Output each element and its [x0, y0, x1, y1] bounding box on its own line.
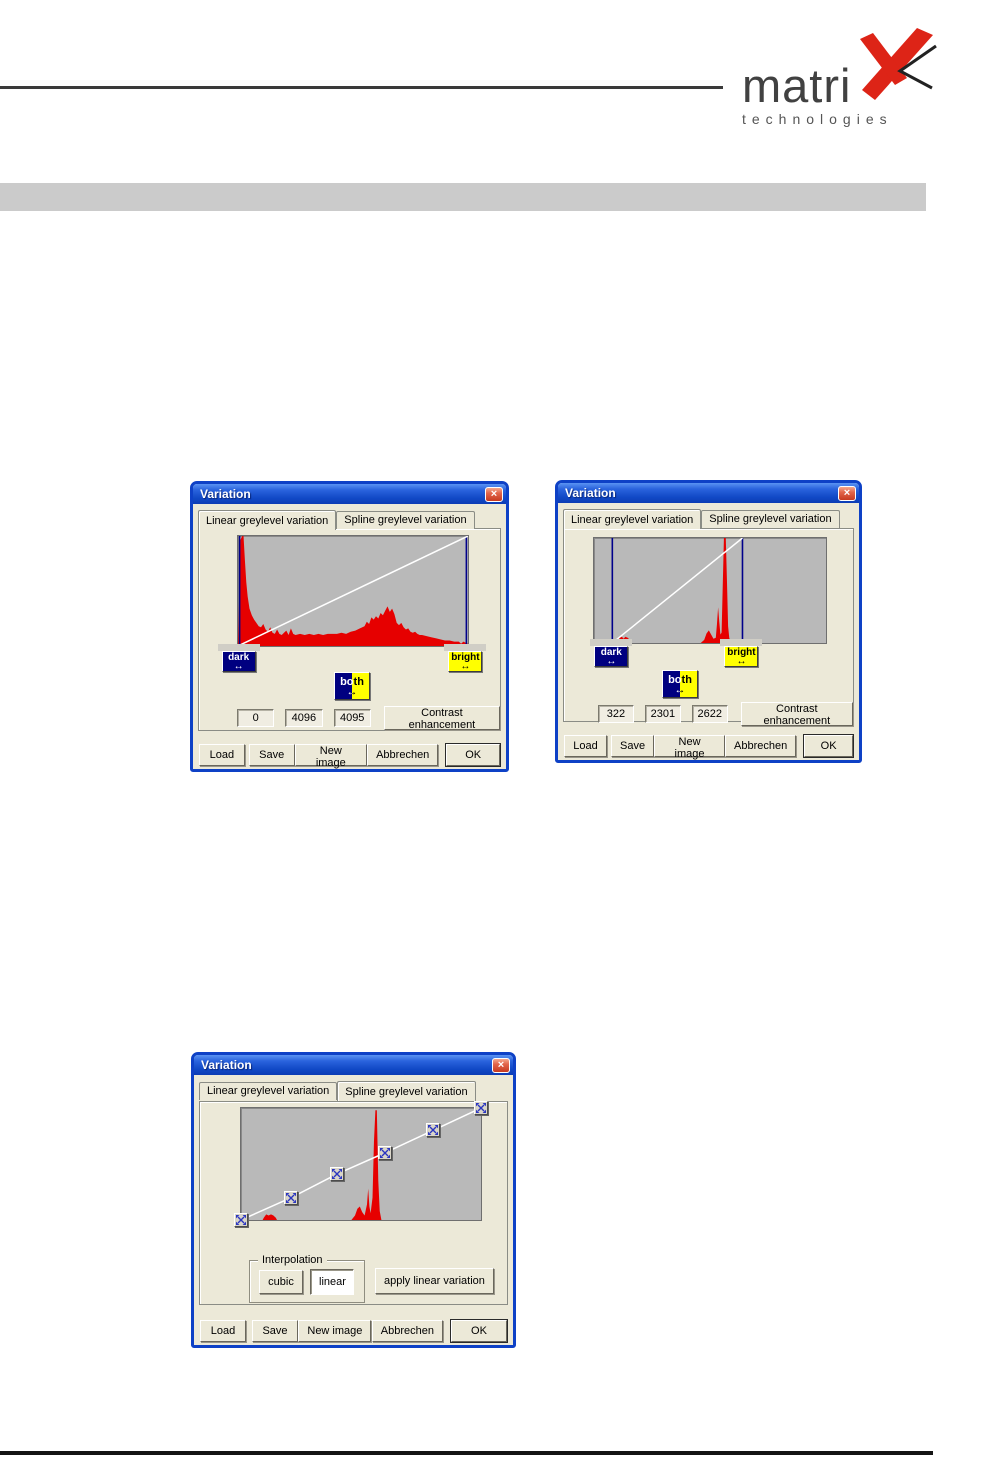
load-button[interactable]: Load — [199, 744, 245, 766]
spline-control-handle[interactable] — [330, 1167, 344, 1182]
logo-x-icon — [853, 28, 939, 109]
tab-spline-greylevel[interactable]: Spline greylevel variation — [701, 510, 840, 528]
company-logo: matri technologies — [742, 28, 972, 127]
save-button[interactable]: Save — [252, 1320, 298, 1342]
left-right-arrow-icon: ↔ — [736, 656, 747, 667]
bright-value-field[interactable]: 2622 — [691, 705, 728, 723]
left-right-arrow-icon: ↔ ↔ — [346, 686, 358, 698]
cubic-button[interactable]: cubic — [259, 1270, 303, 1294]
window-title: Variation — [201, 1058, 252, 1072]
window-title: Variation — [565, 486, 616, 500]
abbrechen-button[interactable]: Abbrechen — [371, 1320, 443, 1342]
load-button[interactable]: Load — [200, 1320, 246, 1342]
linear-button[interactable]: linear — [310, 1269, 354, 1295]
close-icon[interactable]: × — [838, 485, 856, 501]
variation-dialog-linear-full: Variation × Linear greylevel variation S… — [190, 481, 509, 772]
tab-bar: Linear greylevel variation Spline greyle… — [199, 1079, 508, 1101]
dark-slider-handle[interactable]: dark ↔ — [217, 644, 260, 672]
section-heading-bar — [0, 183, 926, 211]
interpolation-label: Interpolation — [258, 1254, 327, 1266]
variation-dialog-spline: Variation × Linear greylevel variation S… — [191, 1052, 516, 1348]
dark-label: dark — [600, 647, 622, 658]
logo-brand-text: matri — [742, 59, 852, 113]
left-right-arrow-icon: ↔ — [460, 661, 471, 672]
tab-page: dark ↔ bright ↔ both ↔ ↔ 322 — [563, 528, 854, 727]
apply-linear-variation-button[interactable]: apply linear variation — [375, 1268, 494, 1294]
new-image-button[interactable]: New image — [298, 1320, 372, 1342]
save-button[interactable]: Save — [611, 735, 655, 757]
interpolation-group: Interpolation cubic linear — [249, 1254, 365, 1303]
abbrechen-button[interactable]: Abbrechen — [367, 744, 439, 766]
ok-button[interactable]: OK — [803, 734, 854, 758]
histogram-plot[interactable] — [593, 537, 827, 644]
dark-value-field[interactable]: 322 — [598, 705, 634, 723]
slider-track: dark ↔ bright ↔ — [217, 644, 487, 675]
contrast-enhancement-button[interactable]: Contrast enhancement — [383, 706, 500, 731]
dialog-client-area: Linear greylevel variation Spline greyle… — [194, 1075, 513, 1345]
tab-bar: Linear greylevel variation Spline greyle… — [198, 508, 501, 530]
ok-button[interactable]: OK — [445, 743, 501, 767]
left-right-arrow-icon: ↔ ↔ — [674, 684, 686, 696]
bright-label: bright — [727, 647, 756, 658]
both-label: both — [340, 676, 364, 688]
dark-value-field[interactable]: 0 — [237, 709, 275, 727]
width-value-field[interactable]: 2301 — [644, 705, 681, 723]
dark-slider-handle[interactable]: dark ↔ — [590, 639, 633, 667]
both-label: both — [668, 674, 692, 686]
tab-linear-greylevel[interactable]: Linear greylevel variation — [563, 509, 702, 529]
slider-track: dark ↔ bright ↔ — [590, 639, 825, 670]
width-value-field[interactable]: 4096 — [285, 709, 323, 727]
both-slider-handle[interactable]: both ↔ ↔ — [662, 670, 698, 698]
tab-linear-greylevel[interactable]: Linear greylevel variation — [199, 1082, 338, 1100]
title-bar[interactable]: Variation × — [194, 1055, 513, 1075]
both-slider-handle[interactable]: both ↔ ↔ — [334, 672, 370, 700]
spline-control-handle[interactable] — [474, 1101, 488, 1115]
dialog-client-area: Linear greylevel variation Spline greyle… — [193, 504, 506, 769]
spline-control-handle[interactable] — [378, 1145, 392, 1160]
logo-sub-text: technologies — [742, 111, 893, 127]
load-button[interactable]: Load — [564, 735, 607, 757]
abbrechen-button[interactable]: Abbrechen — [725, 735, 797, 757]
bright-slider-handle[interactable]: bright ↔ — [444, 644, 487, 672]
close-icon[interactable]: × — [485, 486, 503, 502]
tab-spline-greylevel[interactable]: Spline greylevel variation — [337, 1081, 476, 1101]
new-image-button[interactable]: New image — [294, 744, 368, 769]
close-icon[interactable]: × — [492, 1057, 510, 1073]
footer-rule — [0, 1451, 933, 1455]
tab-linear-greylevel[interactable]: Linear greylevel variation — [198, 510, 337, 530]
spline-control-handle[interactable] — [234, 1213, 248, 1227]
ok-button[interactable]: OK — [450, 1319, 508, 1343]
tab-spline-greylevel[interactable]: Spline greylevel variation — [336, 511, 475, 529]
new-image-button[interactable]: New image — [654, 735, 725, 760]
dialog-client-area: Linear greylevel variation Spline greyle… — [558, 503, 859, 760]
histogram-plot[interactable] — [237, 535, 469, 647]
window-title: Variation — [200, 487, 251, 501]
bright-label: bright — [451, 652, 480, 663]
tab-page: Interpolation cubic linear apply linear … — [199, 1101, 508, 1305]
left-right-arrow-icon: ↔ — [233, 661, 244, 672]
contrast-enhancement-button[interactable]: Contrast enhancement — [740, 702, 853, 727]
title-bar[interactable]: Variation × — [193, 484, 506, 504]
spline-control-handle[interactable] — [284, 1190, 299, 1205]
spline-control-handle[interactable] — [426, 1123, 440, 1138]
spline-histogram-plot[interactable] — [234, 1101, 488, 1227]
bright-slider-handle[interactable]: bright ↔ — [720, 639, 763, 667]
header-rule — [0, 86, 723, 89]
save-button[interactable]: Save — [248, 744, 295, 766]
bright-value-field[interactable]: 4095 — [333, 709, 371, 727]
dark-label: dark — [228, 652, 250, 663]
tab-page: dark ↔ bright ↔ both ↔ ↔ 0 — [198, 528, 501, 731]
tab-bar: Linear greylevel variation Spline greyle… — [563, 507, 854, 529]
left-right-arrow-icon: ↔ — [606, 656, 617, 667]
title-bar[interactable]: Variation × — [558, 483, 859, 503]
variation-dialog-linear-narrow: Variation × Linear greylevel variation S… — [555, 480, 862, 763]
